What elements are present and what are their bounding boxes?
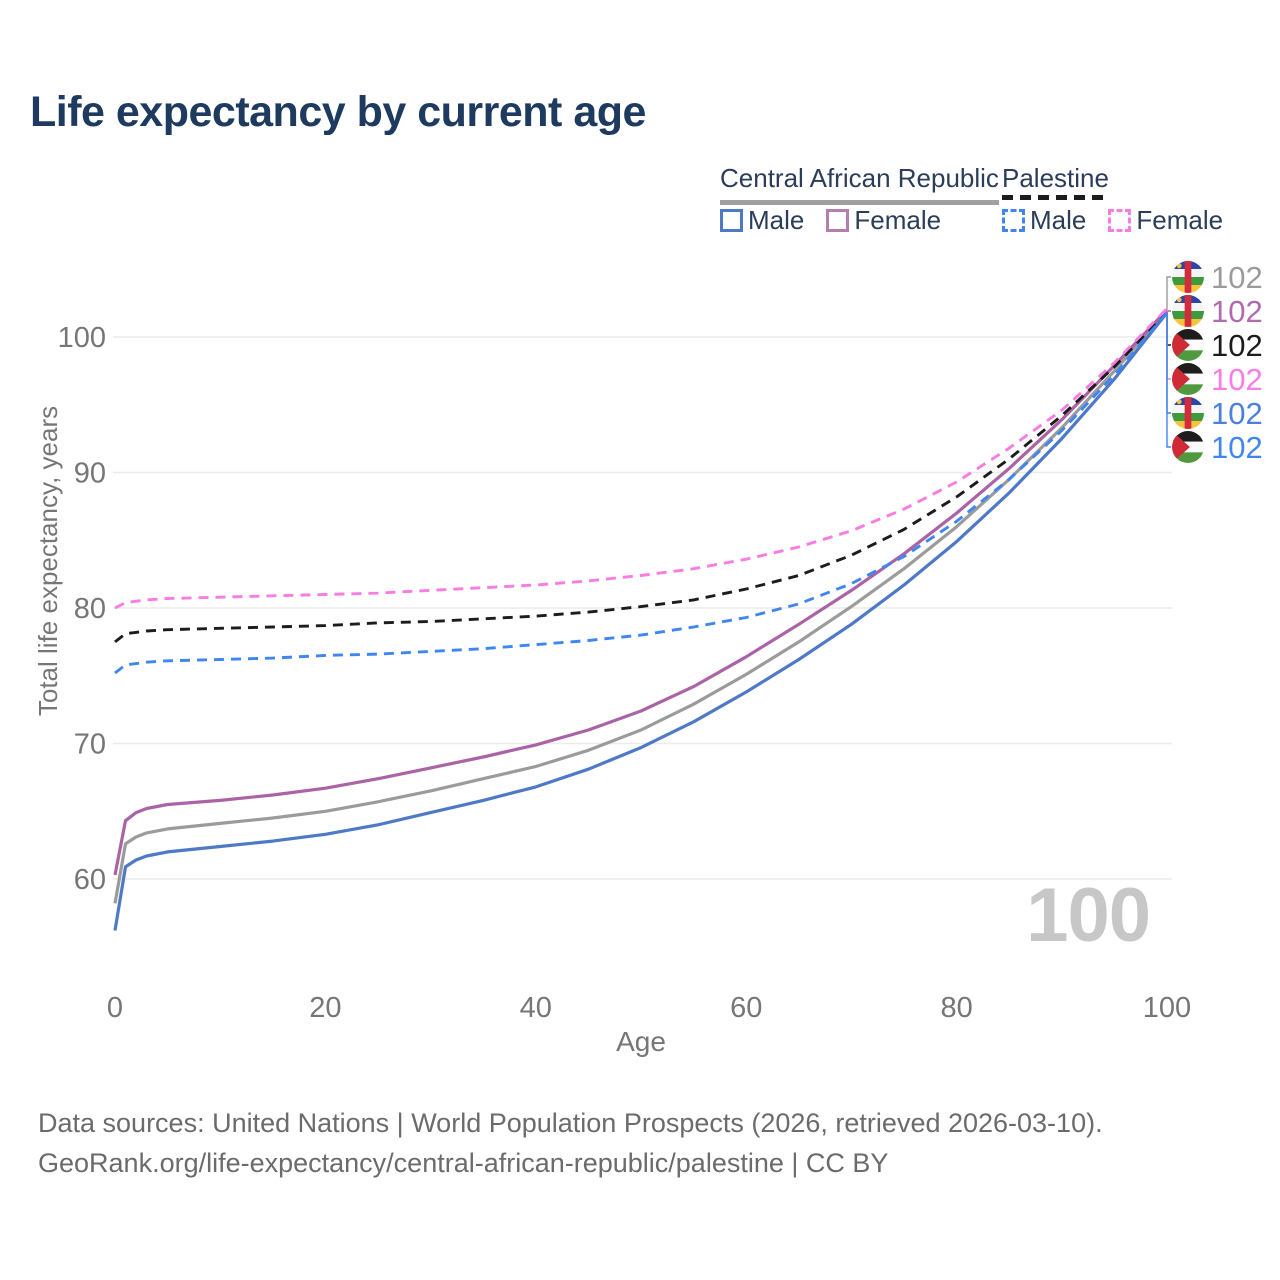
palestine-male-swatch-icon: [1002, 209, 1025, 232]
legend-item-palestine-male[interactable]: Male: [1002, 205, 1086, 236]
legend-item-label: Male: [748, 205, 805, 235]
data-sources-text: Data sources: United Nations | World Pop…: [38, 1108, 1103, 1138]
x-tick-label: 0: [107, 992, 123, 1024]
end-value-label: 102: [1211, 430, 1263, 465]
y-tick-label: 90: [74, 458, 106, 490]
x-tick-label: 60: [730, 992, 762, 1024]
end-value-label: 102: [1211, 260, 1263, 295]
y-tick-label: 80: [74, 593, 106, 625]
legend-item-label: Male: [1030, 205, 1087, 235]
chart-title: Life expectancy by current age: [30, 88, 646, 136]
end-value-label: 102: [1211, 294, 1263, 329]
palestine-flag-icon: [1172, 329, 1204, 361]
legend-item-palestine-female[interactable]: Female: [1108, 205, 1223, 236]
central-african-republic-flag-icon: [1172, 261, 1204, 293]
end-value-label: 102: [1211, 328, 1263, 363]
series-line-2[interactable]: [114, 310, 1169, 644]
central-african-republic-flag-icon: [1172, 295, 1204, 327]
x-tick-label: 20: [309, 992, 341, 1024]
series-line-3[interactable]: [114, 307, 1169, 610]
x-tick-label: 40: [520, 992, 552, 1024]
series-line-1[interactable]: [113, 308, 1169, 876]
palestine-flag-icon: [1172, 363, 1204, 395]
series-line-5[interactable]: [114, 311, 1169, 675]
legend-group-central-african-republic: Central African Republic Male Female: [720, 163, 999, 235]
end-value-label: 102: [1211, 362, 1263, 397]
x-tick-label: 100: [1143, 992, 1191, 1024]
leader-line: [1166, 276, 1171, 312]
palestine-female-swatch-icon: [1108, 209, 1132, 232]
x-axis-title: Age: [616, 1026, 666, 1057]
legend-heading-central-african-republic[interactable]: Central African Republic: [720, 163, 999, 205]
x-tick-label: 80: [940, 992, 972, 1024]
legend-item-label: Female: [1136, 205, 1224, 235]
hovered-age-indicator: 100: [1026, 873, 1151, 958]
legend-heading-palestine[interactable]: Palestine: [1002, 163, 1109, 200]
series-line-0[interactable]: [113, 310, 1169, 904]
legend-group-palestine: Palestine Male Female: [1002, 163, 1223, 235]
legend-item-car-female[interactable]: Female: [826, 205, 941, 236]
car-male-swatch-icon: [720, 209, 743, 232]
central-african-republic-flag-icon: [1172, 397, 1204, 429]
leader-line: [1166, 312, 1171, 448]
end-value-label: 102: [1211, 396, 1263, 431]
legend-item-car-male[interactable]: Male: [720, 205, 804, 236]
y-tick-label: 70: [74, 729, 106, 761]
y-tick-label: 60: [74, 864, 106, 896]
legend-item-label: Female: [854, 205, 942, 235]
car-female-swatch-icon: [826, 209, 850, 232]
attribution-link-text[interactable]: GeoRank.org/life-expectancy/central-afri…: [38, 1148, 889, 1178]
y-tick-label: 100: [58, 322, 106, 354]
series-line-4[interactable]: [113, 311, 1169, 931]
palestine-flag-icon: [1172, 431, 1204, 463]
